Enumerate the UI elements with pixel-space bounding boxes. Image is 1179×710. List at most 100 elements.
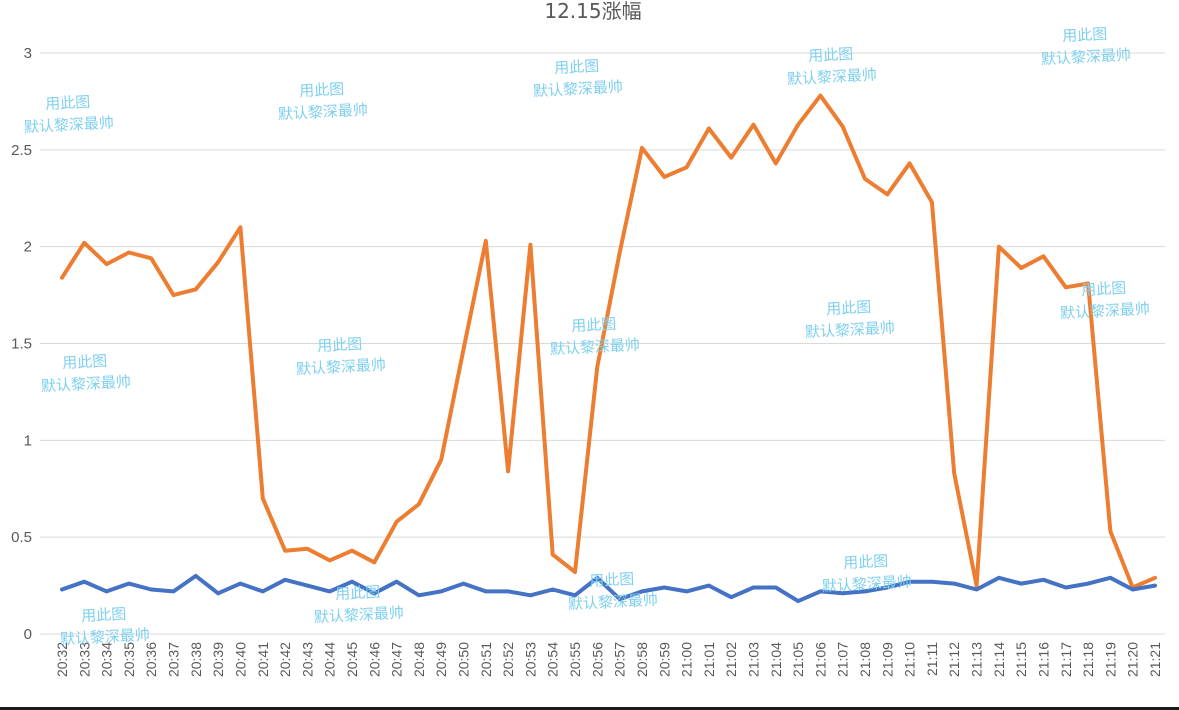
x-tick-label: 20:37 bbox=[166, 642, 182, 677]
bottom-border bbox=[0, 707, 1179, 710]
data-point bbox=[484, 589, 488, 594]
data-point bbox=[149, 587, 154, 592]
x-tick-label: 21:04 bbox=[768, 642, 784, 677]
x-tick-label: 20:56 bbox=[589, 642, 605, 677]
data-point bbox=[60, 275, 64, 280]
data-point bbox=[1153, 583, 1157, 588]
watermark-line1: 用此图 bbox=[45, 93, 91, 113]
x-tick-label: 21:20 bbox=[1125, 642, 1141, 677]
data-point bbox=[863, 177, 867, 181]
data-point bbox=[82, 579, 87, 584]
data-point bbox=[350, 579, 354, 584]
data-point bbox=[194, 574, 198, 578]
data-point bbox=[1153, 576, 1157, 580]
data-point bbox=[327, 558, 332, 563]
data-point bbox=[974, 587, 979, 592]
data-point bbox=[595, 364, 600, 369]
data-point bbox=[82, 240, 87, 245]
data-point bbox=[796, 122, 800, 127]
data-point bbox=[1086, 281, 1090, 286]
watermark-line2: 默认黎深最帅 bbox=[295, 356, 386, 379]
x-tick-label: 20:39 bbox=[210, 642, 226, 677]
watermark-line1: 用此图 bbox=[81, 605, 127, 625]
data-point bbox=[127, 581, 131, 586]
data-point bbox=[305, 546, 310, 551]
x-tick-label: 21:12 bbox=[946, 642, 962, 677]
data-point bbox=[885, 192, 890, 197]
watermark-line2: 默认黎深最帅 bbox=[786, 66, 877, 89]
data-point bbox=[260, 496, 265, 501]
data-point bbox=[1108, 529, 1113, 534]
x-tick-label: 20:59 bbox=[656, 642, 672, 677]
y-tick-label: 0.5 bbox=[11, 529, 32, 546]
series-line-orange bbox=[60, 93, 1157, 590]
y-tick-label: 2 bbox=[24, 239, 32, 256]
x-tick-label: 20:51 bbox=[478, 642, 494, 677]
data-point bbox=[1041, 577, 1046, 582]
x-tick-label: 21:14 bbox=[991, 642, 1007, 677]
x-tick-label: 20:33 bbox=[76, 642, 92, 677]
data-point bbox=[796, 599, 800, 603]
data-point bbox=[238, 225, 243, 230]
watermark-line2: 默认黎深最帅 bbox=[40, 373, 131, 396]
data-point bbox=[818, 93, 823, 98]
x-tick-label: 20:46 bbox=[366, 642, 382, 677]
x-tick-label: 21:02 bbox=[723, 642, 739, 677]
watermark-line1: 用此图 bbox=[843, 552, 889, 572]
watermark-line1: 用此图 bbox=[335, 583, 381, 603]
x-tick-label: 20:41 bbox=[255, 642, 271, 677]
x-axis-ticks: 20:32 20:33 20:34 20:35 20:36 20:37 20:38 20:39… bbox=[54, 642, 1163, 677]
data-point bbox=[1086, 581, 1090, 586]
data-point bbox=[283, 577, 287, 582]
x-tick-label: 21:16 bbox=[1035, 642, 1051, 677]
x-tick-label: 20:32 bbox=[54, 642, 70, 677]
data-point bbox=[372, 560, 377, 565]
x-tick-label: 21:00 bbox=[679, 642, 695, 677]
x-tick-label: 21:13 bbox=[969, 642, 985, 677]
x-tick-label: 20:54 bbox=[545, 642, 561, 677]
watermark-line1: 用此图 bbox=[554, 57, 600, 77]
data-point bbox=[684, 165, 689, 170]
x-tick-label: 21:06 bbox=[812, 642, 828, 677]
watermark-line2: 默认黎深最帅 bbox=[532, 78, 623, 101]
data-point bbox=[729, 155, 733, 160]
watermark-layer: 用此图默认黎深最帅用此图默认黎深最帅用此图默认黎深最帅用此图默认黎深最帅用此图默… bbox=[23, 25, 1150, 648]
data-point bbox=[885, 585, 890, 590]
data-point bbox=[662, 585, 667, 590]
x-tick-label: 21:10 bbox=[902, 642, 918, 677]
data-point bbox=[417, 593, 421, 598]
data-point bbox=[550, 587, 555, 592]
x-tick-label: 20:35 bbox=[121, 642, 137, 677]
data-point bbox=[573, 593, 577, 598]
data-point bbox=[729, 595, 733, 600]
data-point bbox=[573, 570, 577, 574]
watermark-line2: 默认黎深最帅 bbox=[804, 319, 895, 342]
x-tick-label: 20:43 bbox=[299, 642, 315, 677]
x-tick-label: 20:42 bbox=[277, 642, 293, 677]
watermark-line2: 默认黎深最帅 bbox=[277, 101, 368, 124]
watermark-line2: 默认黎深最帅 bbox=[567, 591, 658, 614]
x-tick-label: 20:49 bbox=[433, 642, 449, 677]
x-tick-label: 20:53 bbox=[522, 642, 538, 677]
data-point bbox=[305, 583, 310, 588]
data-point bbox=[952, 471, 957, 476]
watermark-line2: 默认黎深最帅 bbox=[1040, 46, 1131, 69]
data-point bbox=[216, 591, 220, 596]
watermark-line2: 默认黎深最帅 bbox=[821, 573, 912, 596]
series-layer bbox=[60, 93, 1157, 604]
watermark-line1: 用此图 bbox=[808, 45, 854, 65]
data-point bbox=[127, 250, 131, 255]
x-tick-label: 20:50 bbox=[456, 642, 472, 677]
y-tick-label: 2.5 bbox=[11, 142, 32, 159]
data-point bbox=[550, 552, 555, 557]
data-point bbox=[372, 591, 377, 596]
x-tick-label: 21:21 bbox=[1147, 642, 1163, 677]
